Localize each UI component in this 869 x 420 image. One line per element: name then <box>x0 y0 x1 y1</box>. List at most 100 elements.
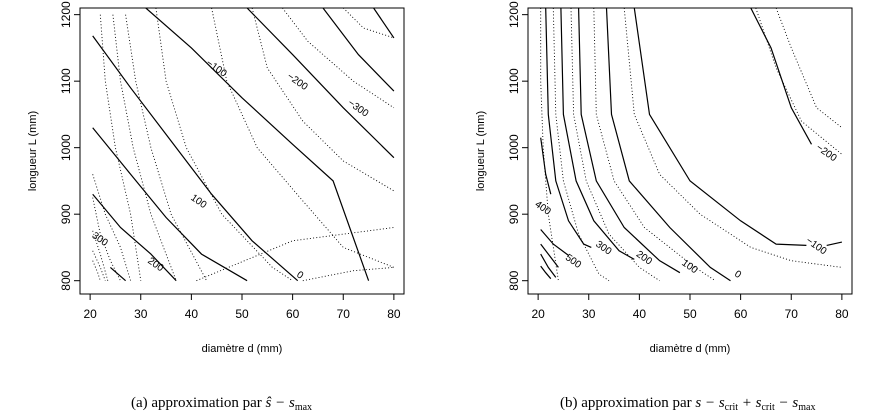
panel-a-y-tick-label-2: 1000 <box>59 134 73 161</box>
panel-a-dotted-contour-3 <box>92 174 132 281</box>
panel-a-y-tick-label-1: 900 <box>59 204 73 224</box>
panel-a-x-tick-label-5: 70 <box>337 307 351 321</box>
panel-a-dotted-group <box>92 8 395 282</box>
panel-a-contour-label-0: 0 <box>294 269 305 281</box>
panel-b-solid-contour-1 <box>633 8 807 246</box>
panel-a-dotted-contour-9 <box>211 8 395 268</box>
panel-a-solid-contour-1 <box>92 127 248 282</box>
panel-b-solid-group <box>540 8 843 282</box>
panel-a-contour-label-1: 100 <box>188 192 208 211</box>
panel-a-contour-label-4: −100 <box>204 58 229 80</box>
panel-b-y-tick-label-1: 900 <box>507 204 521 224</box>
panel-a-dotted-contour-8 <box>155 8 293 282</box>
caption-a-prefix: (a) approximation par <box>131 395 266 411</box>
panel-a-x-tick-label-4: 60 <box>286 307 300 321</box>
panel-b-y-tick-label-4: 1200 <box>507 1 521 28</box>
panel-b-y-tick-label-0: 800 <box>507 270 521 290</box>
panel-b-plot-frame <box>527 7 853 295</box>
panel-a-solid-contour-5 <box>246 8 395 159</box>
caption-b-formula3: − s <box>775 395 799 411</box>
panel-b-contour-label-3: 0 <box>732 269 743 281</box>
caption-a: (a) approximation par ŝ − smax <box>131 395 312 413</box>
panel-b-solid-contour-10 <box>540 253 557 278</box>
panel-a-solid-group <box>92 8 395 282</box>
panel-a-dotted-contour-14 <box>302 266 394 282</box>
panel-a-dotted-contour-13 <box>196 227 394 282</box>
panel-a-solid-contour-3 <box>110 266 126 282</box>
panel-a-y-tick-label-0: 800 <box>59 270 73 290</box>
panel-b-solid-contour-6 <box>545 8 592 248</box>
panel-b-x-tick-label-2: 40 <box>633 307 647 321</box>
panel-b-x-tick-label-5: 70 <box>785 307 799 321</box>
panel-b-chart: −200 −100 0 100 200 300 400 500 20 30 40 50 60 70 80 80… <box>475 1 853 355</box>
panel-a-dotted-contour-10 <box>251 8 395 192</box>
caption-b-prefix: (b) approximation par <box>560 395 695 411</box>
panel-b-dotted-contour-2 <box>570 8 660 282</box>
panel-b-x-axis-title: diamètre d (mm) <box>650 343 731 355</box>
panel-b-x-tick-label-6: 80 <box>835 307 849 321</box>
panel-a-contour-label-3: 300 <box>90 230 110 249</box>
panel-b-dotted-group <box>540 8 843 282</box>
panel-b-contour-label-8: 500 <box>563 252 583 271</box>
panel-b-x-tick-label-3: 50 <box>683 307 697 321</box>
panel-b-y-axis-title: longueur L (mm) <box>475 111 487 191</box>
panel-b-contour-label-4: 100 <box>679 258 699 277</box>
panel-a-dotted-contour-7 <box>92 260 101 281</box>
panel-b-dotted-contour-4 <box>623 8 842 268</box>
panel-b-dotted-contour-5 <box>755 8 843 155</box>
panel-b-contour-label-5: 200 <box>634 249 654 268</box>
panel-b-x-tick-label-1: 30 <box>582 307 596 321</box>
caption-b-formula2: + s <box>738 395 762 411</box>
panel-a-contour-label-6: −300 <box>345 98 370 120</box>
panel-b-contour-label-6: 300 <box>593 239 613 258</box>
panel-b-solid-contour-4 <box>578 8 681 274</box>
panel-a-x-axis-title: diamètre d (mm) <box>202 343 283 355</box>
panel-b-dotted-contour-1 <box>552 8 610 282</box>
panel-a-x-tick-label-0: 20 <box>83 307 97 321</box>
panel-b-solid-contour-8 <box>540 229 569 256</box>
caption-b: (b) approximation par s − scrit + scrit … <box>560 395 815 413</box>
panel-b-contour-label-7: 400 <box>533 199 553 218</box>
caption-b-formula2-sub: crit <box>761 402 775 413</box>
panel-a-y-axis-title: longueur L (mm) <box>27 111 39 191</box>
panel-b-x-tick-label-0: 20 <box>531 307 545 321</box>
panel-a-contour-label-5: −200 <box>285 71 310 93</box>
panel-a-dotted-contour-4 <box>92 197 121 281</box>
panel-b-solid-contour-9 <box>540 243 559 268</box>
panel-a-dotted-contour-2 <box>125 14 207 281</box>
caption-a-formula: ŝ − s <box>266 395 295 411</box>
panel-a-chart: 0 100 200 300 −100 −200 −300 20 30 40 50 60 70 80 800 9… <box>27 1 405 355</box>
panel-b-contour-label-1: −100 <box>804 235 829 257</box>
panel-b-x-tick-label-4: 60 <box>734 307 748 321</box>
panel-a-solid-contour-4 <box>145 8 370 281</box>
panel-a-dotted-contour-11 <box>282 8 395 109</box>
panel-a-solid-contour-2 <box>92 193 177 282</box>
panel-a-x-tick-label-6: 80 <box>387 307 401 321</box>
caption-b-formula-sub: crit <box>725 402 739 413</box>
panel-b-solid-contour-3 <box>605 8 731 282</box>
caption-b-formula3-sub: max <box>798 402 815 413</box>
panel-a-solid-contour-0 <box>92 35 299 282</box>
panel-b-dotted-contour-3 <box>593 8 716 282</box>
caption-b-formula: s − s <box>695 395 724 411</box>
panel-a-x-tick-label-3: 50 <box>235 307 249 321</box>
panel-a-dotted-contour-12 <box>342 8 395 39</box>
panel-b-solid-contour-11 <box>540 265 552 280</box>
panel-a-dotted-contour-0 <box>99 14 142 281</box>
panel-b-y-tick-label-2: 1000 <box>507 134 521 161</box>
panel-b-y-tick-label-3: 1100 <box>507 68 521 94</box>
panel-b-contour-label-0: −200 <box>814 142 839 164</box>
panel-b-solid-contour-5 <box>560 8 635 260</box>
panel-a-y-tick-label-3: 1100 <box>59 68 73 94</box>
panel-b-solid-contour-7 <box>540 137 552 195</box>
panel-b-solid-contour-0 <box>750 8 813 145</box>
panel-a-contour-label-2: 200 <box>145 256 165 275</box>
caption-a-formula-sub: max <box>295 402 312 413</box>
panel-a-dotted-contour-1 <box>112 14 177 281</box>
panel-a-y-tick-label-4: 1200 <box>59 1 73 28</box>
panel-b-solid-contour-2 <box>826 241 843 246</box>
panel-b-dotted-contour-0 <box>540 8 559 281</box>
panel-a-solid-contour-7 <box>373 8 395 39</box>
panel-a-solid-contour-6 <box>322 8 395 92</box>
